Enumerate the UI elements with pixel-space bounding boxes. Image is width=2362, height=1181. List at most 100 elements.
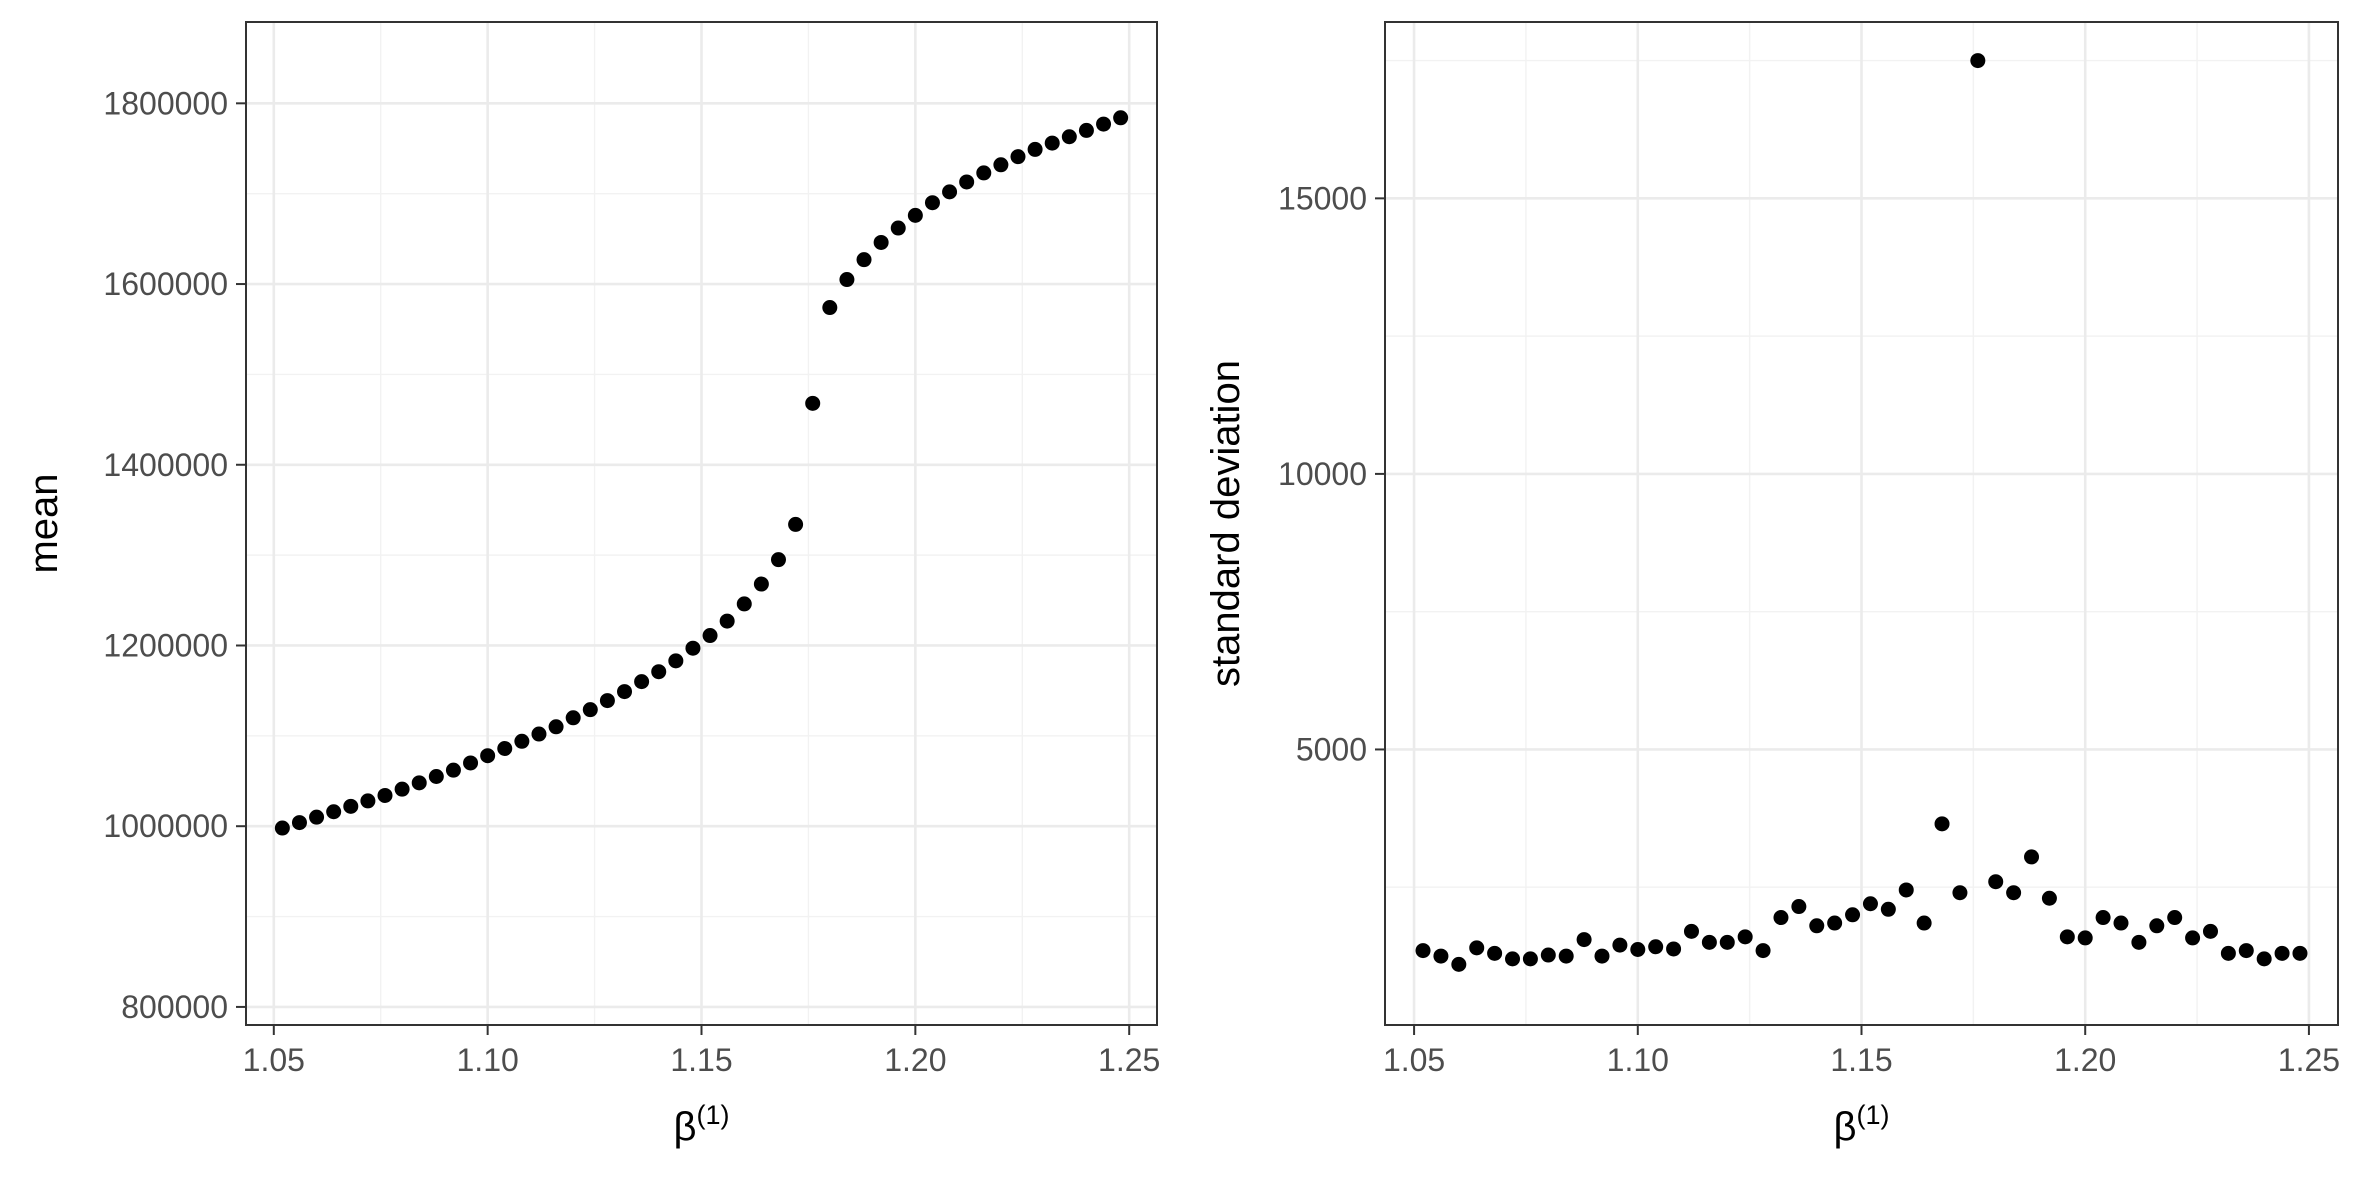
data-point <box>770 552 786 568</box>
data-point <box>1612 937 1628 953</box>
data-point <box>805 395 821 411</box>
data-point <box>668 653 684 669</box>
axes: 1.05 1.10 1.15 1.20 1.25 800000 1000000 1200000… <box>103 85 1160 1078</box>
data-point <box>1594 948 1610 964</box>
mean-plot-panel: 1.05 1.10 1.15 1.20 1.25 800000 1000000 1200000… <box>22 21 1160 1149</box>
data-point <box>291 815 307 831</box>
data-point <box>514 733 530 749</box>
data-point <box>1683 923 1699 939</box>
data-point <box>788 516 804 532</box>
data-point <box>856 252 872 268</box>
data-point <box>1773 910 1789 926</box>
data-point <box>1880 901 1896 917</box>
data-point <box>1666 941 1682 957</box>
data-point <box>377 787 393 803</box>
axes: 1.05 1.10 1.15 1.20 1.25 5000 10000 15000 <box>1278 180 2340 1078</box>
data-point <box>1755 943 1771 959</box>
y-tick-label: 1800000 <box>103 85 228 121</box>
data-point <box>1096 116 1112 132</box>
y-tick-label: 1200000 <box>103 627 228 663</box>
grid-lines <box>1385 22 2338 1025</box>
data-point <box>1630 941 1646 957</box>
data-point <box>394 781 410 797</box>
y-axis-title: mean <box>22 473 66 573</box>
data-point <box>890 220 906 236</box>
data-point <box>1898 882 1914 898</box>
data-point <box>1469 940 1485 956</box>
data-point <box>2059 929 2075 945</box>
x-tick-label: 1.05 <box>1383 1042 1445 1078</box>
data-point <box>685 640 701 656</box>
y-tick-label: 800000 <box>121 989 228 1025</box>
data-point <box>1952 885 1968 901</box>
data-point <box>736 596 752 612</box>
data-point <box>1044 135 1060 151</box>
y-tick-label: 10000 <box>1278 456 1367 492</box>
data-point <box>651 664 667 680</box>
grid-lines <box>246 22 1157 1025</box>
data-point <box>1027 141 1043 157</box>
data-point <box>1809 918 1825 934</box>
data-point <box>2220 945 2236 961</box>
data-point <box>2113 915 2129 931</box>
data-point <box>976 165 992 181</box>
data-point <box>1433 948 1449 964</box>
data-point <box>1827 915 1843 931</box>
data-point <box>2167 910 2183 926</box>
data-point <box>839 272 855 288</box>
data-point <box>326 804 342 820</box>
data-point <box>565 710 581 726</box>
data-point <box>1970 53 1986 69</box>
x-tick-label: 1.15 <box>670 1042 732 1078</box>
data-points <box>1415 53 2308 972</box>
data-point <box>1791 899 1807 915</box>
data-point <box>1113 110 1129 126</box>
y-axis-title: standard deviation <box>1204 360 1248 687</box>
data-point <box>445 762 461 778</box>
data-point <box>582 702 598 718</box>
data-point <box>924 195 940 211</box>
data-point <box>873 234 889 250</box>
x-tick-label: 1.10 <box>1607 1042 1669 1078</box>
y-tick-label: 5000 <box>1296 731 1367 767</box>
data-point <box>907 207 923 223</box>
data-point <box>1845 907 1861 923</box>
x-tick-label: 1.15 <box>1830 1042 1892 1078</box>
data-point <box>1415 943 1431 959</box>
data-point <box>993 157 1009 173</box>
data-point <box>548 719 564 735</box>
data-point <box>2274 945 2290 961</box>
data-point <box>1487 945 1503 961</box>
data-point <box>1862 896 1878 912</box>
data-point <box>428 769 444 785</box>
data-point <box>2131 934 2147 950</box>
data-points <box>274 110 1129 836</box>
y-tick-label: 1000000 <box>103 808 228 844</box>
data-point <box>599 693 615 709</box>
data-point <box>1451 956 1467 972</box>
data-point <box>942 184 958 200</box>
data-point <box>2095 910 2111 926</box>
data-point <box>2292 945 2308 961</box>
data-point <box>463 755 479 771</box>
data-point <box>497 740 513 756</box>
data-point <box>1505 951 1521 967</box>
data-point <box>1737 929 1753 945</box>
data-point <box>1078 122 1094 138</box>
data-point <box>2006 885 2022 901</box>
data-point <box>1576 932 1592 948</box>
data-point <box>1558 948 1574 964</box>
data-point <box>343 798 359 814</box>
data-point <box>2024 849 2040 865</box>
data-point <box>1719 934 1735 950</box>
data-point <box>2238 943 2254 959</box>
data-point <box>1934 816 1950 832</box>
data-point <box>531 726 547 742</box>
y-tick-label: 1400000 <box>103 447 228 483</box>
data-point <box>1522 951 1538 967</box>
data-point <box>2185 930 2201 946</box>
data-point <box>1648 939 1664 955</box>
x-tick-label: 1.05 <box>243 1042 305 1078</box>
